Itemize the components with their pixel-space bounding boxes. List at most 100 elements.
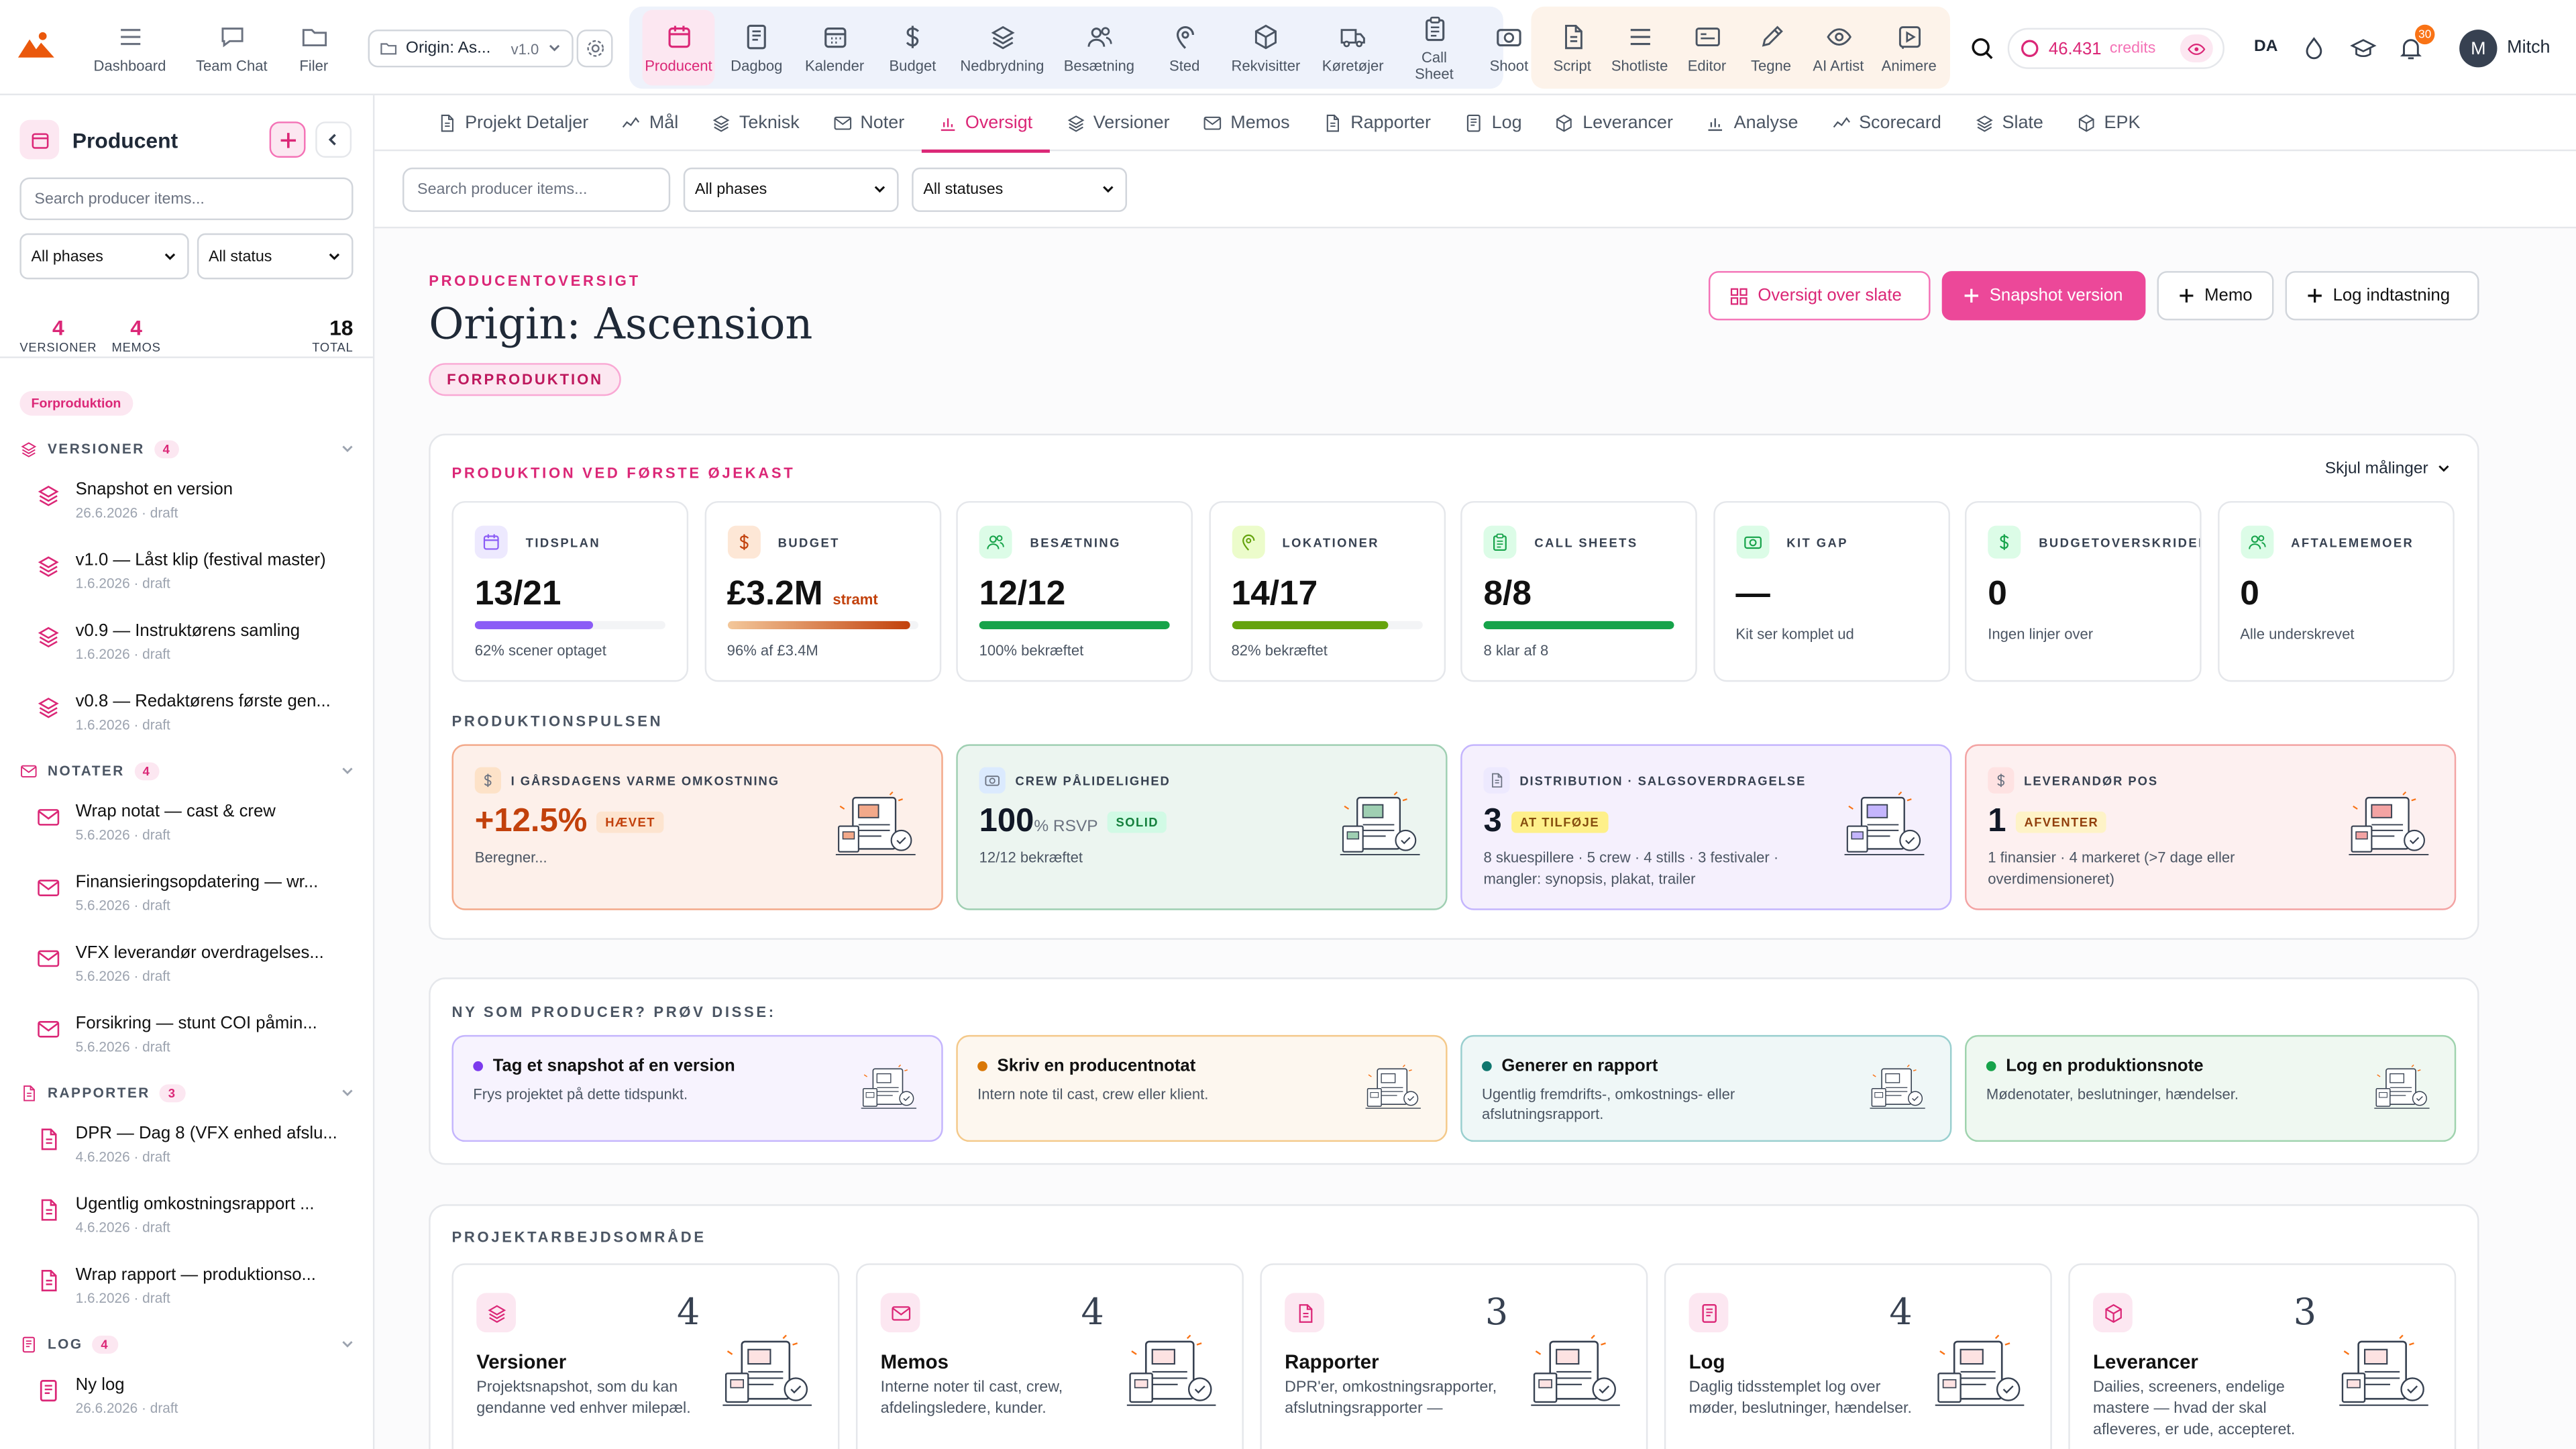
tool-nedbrydning[interactable]: Nedbrydning	[955, 10, 1050, 86]
try-card[interactable]: Generer en rapport Ugentlig fremdrifts-,…	[1460, 1034, 1952, 1142]
main-status-select[interactable]: All statuses	[912, 167, 1128, 212]
kpi-card-aftalememoer[interactable]: AFTALEMEMOER 0 Alle underskrevet	[2216, 500, 2454, 682]
avatar[interactable]: M	[2459, 30, 2498, 68]
tab-teknisk[interactable]: Teknisk	[695, 95, 816, 150]
pulse-card[interactable]: I GÅRSDAGENS VARME OMKOSTNING +12.5% HÆVE…	[451, 744, 943, 910]
tool-editor[interactable]: Editor	[1677, 10, 1736, 86]
sidebar-search-input[interactable]: Search producer items...	[19, 177, 354, 221]
tool-call-sheet[interactable]: Call Sheet	[1401, 10, 1467, 86]
pulse-card[interactable]: DISTRIBUTION · SALGSOVERDRAGELSE 3 AT TIL…	[1460, 744, 1952, 910]
tool-dagbog[interactable]: Dagbog	[721, 10, 792, 86]
list-item[interactable]: Wrap rapport — produktionso... 1.6.2026 ·…	[36, 1265, 358, 1321]
tool-tegne[interactable]: Tegne	[1741, 10, 1801, 86]
list-item[interactable]: Wrap notat — cast & crew 5.6.2026 · draft	[36, 802, 358, 857]
sidebar-phase-select[interactable]: All phases	[19, 233, 189, 280]
workspace-card-rapporter[interactable]: 3 Rapporter DPR'er, omkostningsrapporter…	[1260, 1263, 1648, 1449]
sidebar-section-log[interactable]: LOG 4	[19, 1332, 355, 1355]
tab-noter[interactable]: Noter	[816, 95, 921, 150]
kpi-card-budgetoverskridelser[interactable]: BUDGETOVERSKRIDELSER 0 Ingen linjer over	[1965, 500, 2202, 682]
try-card[interactable]: Skriv en producentnotat Intern note til …	[956, 1034, 1448, 1142]
kpi-card-kit gap[interactable]: KIT GAP — Kit ser komplet ud	[1713, 500, 1949, 682]
nav-dashboard[interactable]: Dashboard	[82, 10, 177, 86]
list-item[interactable]: VFX leverandør overdragelses... 5.6.2026 …	[36, 943, 358, 999]
tool-sted[interactable]: Sted	[1148, 10, 1221, 86]
list-item[interactable]: Finansieringsopdatering — wr... 5.6.2026 …	[36, 872, 358, 928]
search-button[interactable]	[1964, 10, 2000, 86]
tab-rapporter[interactable]: Rapporter	[1306, 95, 1447, 150]
list-item[interactable]: Ugentlig omkostningsrapport ... 4.6.2026 …	[36, 1194, 358, 1250]
pulse-card[interactable]: LEVERANDØR POS 1 AFVENTER 1 finansier · 4…	[1965, 744, 2457, 910]
list-item[interactable]: Ny log 26.6.2026 · draft	[36, 1375, 358, 1431]
tool-script[interactable]: Script	[1543, 10, 1602, 86]
language-toggle[interactable]: DA	[2254, 38, 2278, 56]
tool-shotliste[interactable]: Shotliste	[1607, 10, 1672, 86]
tool-producent[interactable]: Producent	[642, 9, 715, 86]
main-search-input[interactable]: Search producer items...	[402, 167, 671, 212]
app-logo[interactable]	[16, 30, 56, 62]
learning-button[interactable]	[2346, 10, 2379, 86]
phase-pill[interactable]: Forproduktion	[19, 390, 133, 416]
memo-button[interactable]: Memo	[2157, 271, 2274, 321]
hide-metrics-toggle[interactable]: Skjul målinger	[2325, 460, 2451, 478]
notifications-button[interactable]	[2394, 10, 2426, 86]
tool-besætning[interactable]: Besætning	[1057, 10, 1142, 86]
tool-animere[interactable]: Animere	[1876, 10, 1942, 86]
tab-scorecard[interactable]: Scorecard	[1815, 95, 1957, 150]
project-settings-button[interactable]	[576, 30, 613, 68]
kpi-card-budget[interactable]: BUDGET £3.2M stramt 96% af £3.4M	[704, 500, 941, 682]
tab-oversigt[interactable]: Oversigt	[920, 95, 1049, 152]
workspace-card-leverancer[interactable]: 3 Leverancer Dailies, screeners, endelig…	[2068, 1263, 2457, 1449]
credits-value: 46.431	[2048, 38, 2102, 58]
sidebar-section-rapporter[interactable]: RAPPORTER 3	[19, 1081, 355, 1104]
snapshot-version-button[interactable]: Snapshot version	[1941, 271, 2146, 321]
tool-shoot[interactable]: Shoot	[1474, 10, 1544, 86]
try-card[interactable]: Tag et snapshot af en version Frys proje…	[451, 1034, 943, 1142]
sidebar-status-select[interactable]: All status	[197, 233, 354, 280]
kpi-card-besætning[interactable]: BESÆTNING 12/12 100% bekræftet	[956, 500, 1193, 682]
chevron-down-icon	[2438, 465, 2449, 472]
pulse-card[interactable]: CREW PÅLIDELIGHED 100% RSVP SOLID 12/12 b…	[956, 744, 1448, 910]
sidebar-section-notater[interactable]: NOTATER 4	[19, 759, 355, 782]
user-name[interactable]: Mitch	[2507, 38, 2551, 58]
project-selector[interactable]: Origin: As... v1.0	[368, 30, 574, 68]
tool-køretøjer[interactable]: Køretøjer	[1311, 10, 1395, 86]
tab-epk[interactable]: EPK	[2059, 95, 2157, 150]
workspace-card-versioner[interactable]: 4 Versioner Projektsnapshot, som du kan …	[451, 1263, 840, 1449]
log-entry-button[interactable]: Log indtastning	[2285, 271, 2479, 321]
list-item[interactable]: Snapshot en version 26.6.2026 · draft	[36, 480, 358, 535]
nav-files[interactable]: Filer	[282, 10, 345, 86]
kpi-card-lokationer[interactable]: LOKATIONER 14/17 82% bekræftet	[1208, 500, 1445, 682]
list-item[interactable]: v1.0 — Låst klip (festival master) 1.6.20…	[36, 550, 358, 606]
tab-projekt-detaljer[interactable]: Projekt Detaljer	[421, 95, 605, 150]
tab-slate[interactable]: Slate	[1957, 95, 2059, 150]
tab-memos[interactable]: Memos	[1186, 95, 1306, 150]
tool-ai-artist[interactable]: AI Artist	[1805, 10, 1871, 86]
list-item[interactable]: v0.8 — Redaktørens første gen... 1.6.2026…	[36, 692, 358, 747]
tool-label: Besætning	[1063, 56, 1135, 73]
credits-pill[interactable]: 46.431 credits	[2007, 28, 2224, 69]
tool-rekvisitter[interactable]: Rekvisitter	[1227, 10, 1304, 86]
workspace-count: 3	[1485, 1293, 1509, 1334]
collapse-sidebar-button[interactable]	[315, 121, 352, 158]
tab-versioner[interactable]: Versioner	[1049, 95, 1186, 150]
workspace-card-log[interactable]: 4 Log Daglig tidsstemplet log over møder…	[1664, 1263, 2052, 1449]
try-card[interactable]: Log en produktionsnote Mødenotater, besl…	[1965, 1034, 2457, 1142]
theme-toggle[interactable]	[2298, 10, 2328, 86]
main-phase-select[interactable]: All phases	[683, 167, 899, 212]
tab-log[interactable]: Log	[1447, 95, 1538, 150]
list-item[interactable]: Forsikring — stunt COI påmin... 5.6.2026 …	[36, 1014, 358, 1069]
tab-analyse[interactable]: Analyse	[1689, 95, 1814, 150]
list-item[interactable]: DPR — Dag 8 (VFX enhed afslu... 4.6.2026 …	[36, 1124, 358, 1179]
kpi-card-tidsplan[interactable]: TIDSPLAN 13/21 62% scener optaget	[451, 500, 689, 682]
tab-mål[interactable]: Mål	[605, 95, 695, 150]
slate-overview-button[interactable]: Oversigt over slate	[1708, 271, 1931, 321]
kpi-card-call sheets[interactable]: CALL SHEETS 8/8 8 klar af 8	[1460, 500, 1697, 682]
workspace-card-memos[interactable]: 4 Memos Interne noter til cast, crew, af…	[855, 1263, 1244, 1449]
sidebar-section-versioner[interactable]: VERSIONER 4	[19, 437, 355, 460]
list-item[interactable]: v0.9 — Instruktørens samling 1.6.2026 · d…	[36, 621, 358, 677]
nav-team-chat[interactable]: Team Chat	[184, 10, 279, 86]
add-item-button[interactable]	[269, 121, 306, 158]
tool-budget[interactable]: Budget	[877, 10, 948, 86]
tab-leverancer[interactable]: Leverancer	[1538, 95, 1689, 150]
tool-kalender[interactable]: Kalender	[798, 10, 871, 86]
